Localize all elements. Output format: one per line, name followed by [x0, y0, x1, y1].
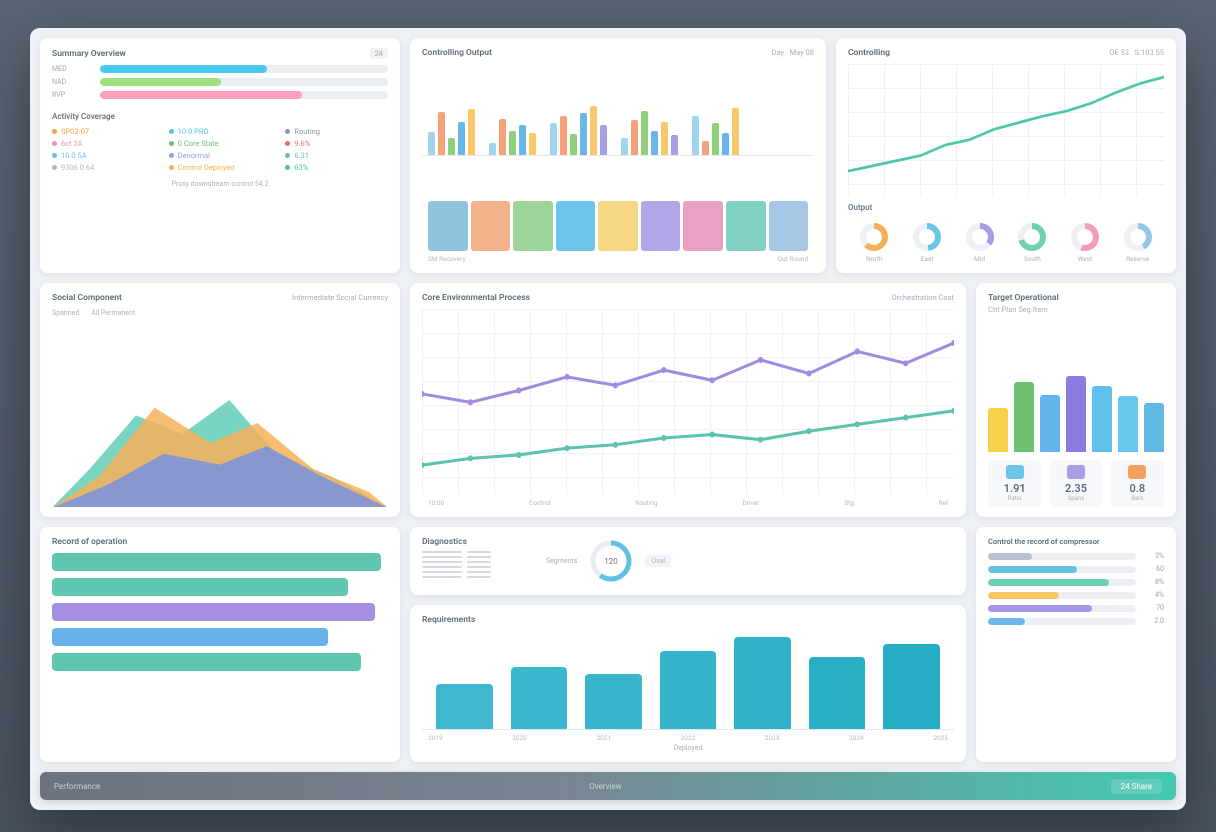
swatch — [556, 201, 596, 251]
progress-list: 3% 60 8% 4% 70 2.0 — [988, 552, 1164, 630]
metric-cell: Denormal — [169, 151, 272, 160]
dashboard-screen: Summary Overview 24 MED NAD RVP Activity C… — [30, 28, 1186, 810]
swatch — [726, 201, 766, 251]
donut: Mid — [965, 222, 995, 263]
summary-badge: 24 — [370, 48, 388, 59]
stat-cell: 1.91Ratio — [988, 460, 1041, 507]
swatch — [471, 201, 511, 251]
column-bars — [988, 320, 1164, 453]
metric-cell: 10.0 PRO — [169, 127, 272, 136]
donut: East — [912, 222, 942, 263]
bottom-bar: Performance Overview 24 Share — [40, 772, 1176, 800]
grouped-bar-card: Controlling Output Day May 08 SM Recover… — [410, 38, 826, 273]
metric-cell: 10.0 5A — [52, 151, 155, 160]
metric-cell: Routing — [285, 127, 388, 136]
hbar-title: Record of operation — [52, 537, 127, 547]
diag-list — [422, 551, 532, 578]
swatch — [513, 201, 553, 251]
grouped-footer-right: Out Round — [778, 255, 808, 263]
metrics-grid: SP02-07 10.0 PRO Routing 6ct 2A 0 Core State… — [52, 127, 388, 172]
multiline-title: Core Environmental Process — [422, 293, 530, 303]
metric-cell: Control Deployed — [169, 163, 272, 172]
metric-cell: 6.31 — [285, 151, 388, 160]
donut: North — [859, 222, 889, 263]
bar-group — [489, 119, 536, 155]
trend-title: Controlling — [848, 48, 890, 58]
multiline-card: Core Environmental Process Orchestration… — [410, 283, 966, 518]
grouped-footer-left: SM Recovery — [428, 255, 466, 263]
svg-text:120: 120 — [605, 557, 619, 566]
column-title: Target Operational — [988, 293, 1059, 303]
bottom-seg-1: Performance — [54, 782, 100, 791]
bar-group — [550, 106, 607, 154]
metric-cell: 9.6% — [285, 139, 388, 148]
big-bars — [422, 631, 954, 730]
swatch-row — [422, 156, 814, 251]
row-1: Summary Overview 24 MED NAD RVP Activity C… — [40, 38, 1176, 273]
summary-card: Summary Overview 24 MED NAD RVP Activity C… — [40, 38, 400, 273]
summary-progress-list: MED NAD RVP — [52, 65, 388, 104]
progress-row: 60 — [988, 565, 1164, 573]
donut: South — [1017, 222, 1047, 263]
row-3: Record of operation Diagnostics Segments… — [40, 527, 1176, 762]
multiline-chart — [422, 309, 954, 496]
swatch — [598, 201, 638, 251]
area-title: Social Component — [52, 293, 122, 303]
progress-row: 70 — [988, 604, 1164, 612]
swatch — [769, 201, 809, 251]
bigbar-xlabels: 2019202020212022202320242025 — [422, 730, 954, 742]
bottom-share-button[interactable]: 24 Share — [1111, 779, 1162, 794]
summary-title: Summary Overview — [52, 49, 126, 59]
progress-title: Control the record of compressor — [988, 537, 1100, 546]
progress-row: 2.0 — [988, 617, 1164, 625]
bar-group — [692, 108, 739, 155]
progress-item: MED — [52, 65, 388, 73]
diag-badge: Oval — [645, 555, 671, 567]
progress-item: NAD — [52, 78, 388, 86]
stat-cell: 2.35Spans — [1049, 460, 1102, 507]
swatch — [428, 201, 468, 251]
grouped-title: Controlling Output — [422, 48, 492, 58]
bar-group — [428, 109, 475, 155]
summary-footnote: Proxy downstream control 54.2 — [52, 180, 388, 188]
multiline-xlabels: 10:00ControlRoutingDriverStgRel — [422, 495, 954, 507]
grouped-bars — [422, 64, 814, 156]
area-card: Social Component Intermediate Social Cur… — [40, 283, 400, 518]
row-2: Social Component Intermediate Social Cur… — [40, 283, 1176, 518]
swatch — [683, 201, 723, 251]
swatch — [641, 201, 681, 251]
hbar-card: Record of operation — [40, 527, 400, 762]
progress-card: Control the record of compressor 3% 60 8% 4… — [976, 527, 1176, 762]
diag-title: Diagnostics — [422, 537, 467, 547]
metric-cell: 9306 0.64 — [52, 163, 155, 172]
progress-row: 8% — [988, 578, 1164, 586]
stat-grid: 1.91Ratio2.35Spans0.8Bars — [988, 460, 1164, 507]
diag-card: Diagnostics Segments 120 Oval — [410, 527, 966, 595]
metric-cell: SP02-07 — [52, 127, 155, 136]
stat-cell: 0.8Bars — [1111, 460, 1164, 507]
metric-cell: 0 Core State — [169, 139, 272, 148]
gauge-icon: 120 — [587, 537, 635, 585]
donut: Reserve — [1123, 222, 1153, 263]
hbar-list — [52, 553, 388, 678]
bar-group — [621, 111, 678, 155]
area-chart — [52, 323, 388, 508]
trend-card: Controlling OE 53 S.103 55 Output NorthE… — [836, 38, 1176, 273]
donut-row: North East Mid South West Reserve — [848, 222, 1164, 263]
metric-cell: 6ct 2A — [52, 139, 155, 148]
progress-row: 3% — [988, 552, 1164, 560]
progress-row: 4% — [988, 591, 1164, 599]
bigbar-title: Requirements — [422, 615, 475, 625]
bigbar-card: Requirements 201920202021202220232024202… — [410, 605, 966, 762]
metric-cell: 63% — [285, 163, 388, 172]
trend-chart — [848, 64, 1164, 195]
donut: West — [1070, 222, 1100, 263]
progress-item: RVP — [52, 91, 388, 99]
column-card: Target Operational Ctrl Plan Seg Item 1.… — [976, 283, 1176, 518]
activity-title: Activity Coverage — [52, 112, 388, 121]
bottom-seg-2: Overview — [589, 782, 621, 791]
donut-section-title: Output — [848, 203, 1164, 212]
